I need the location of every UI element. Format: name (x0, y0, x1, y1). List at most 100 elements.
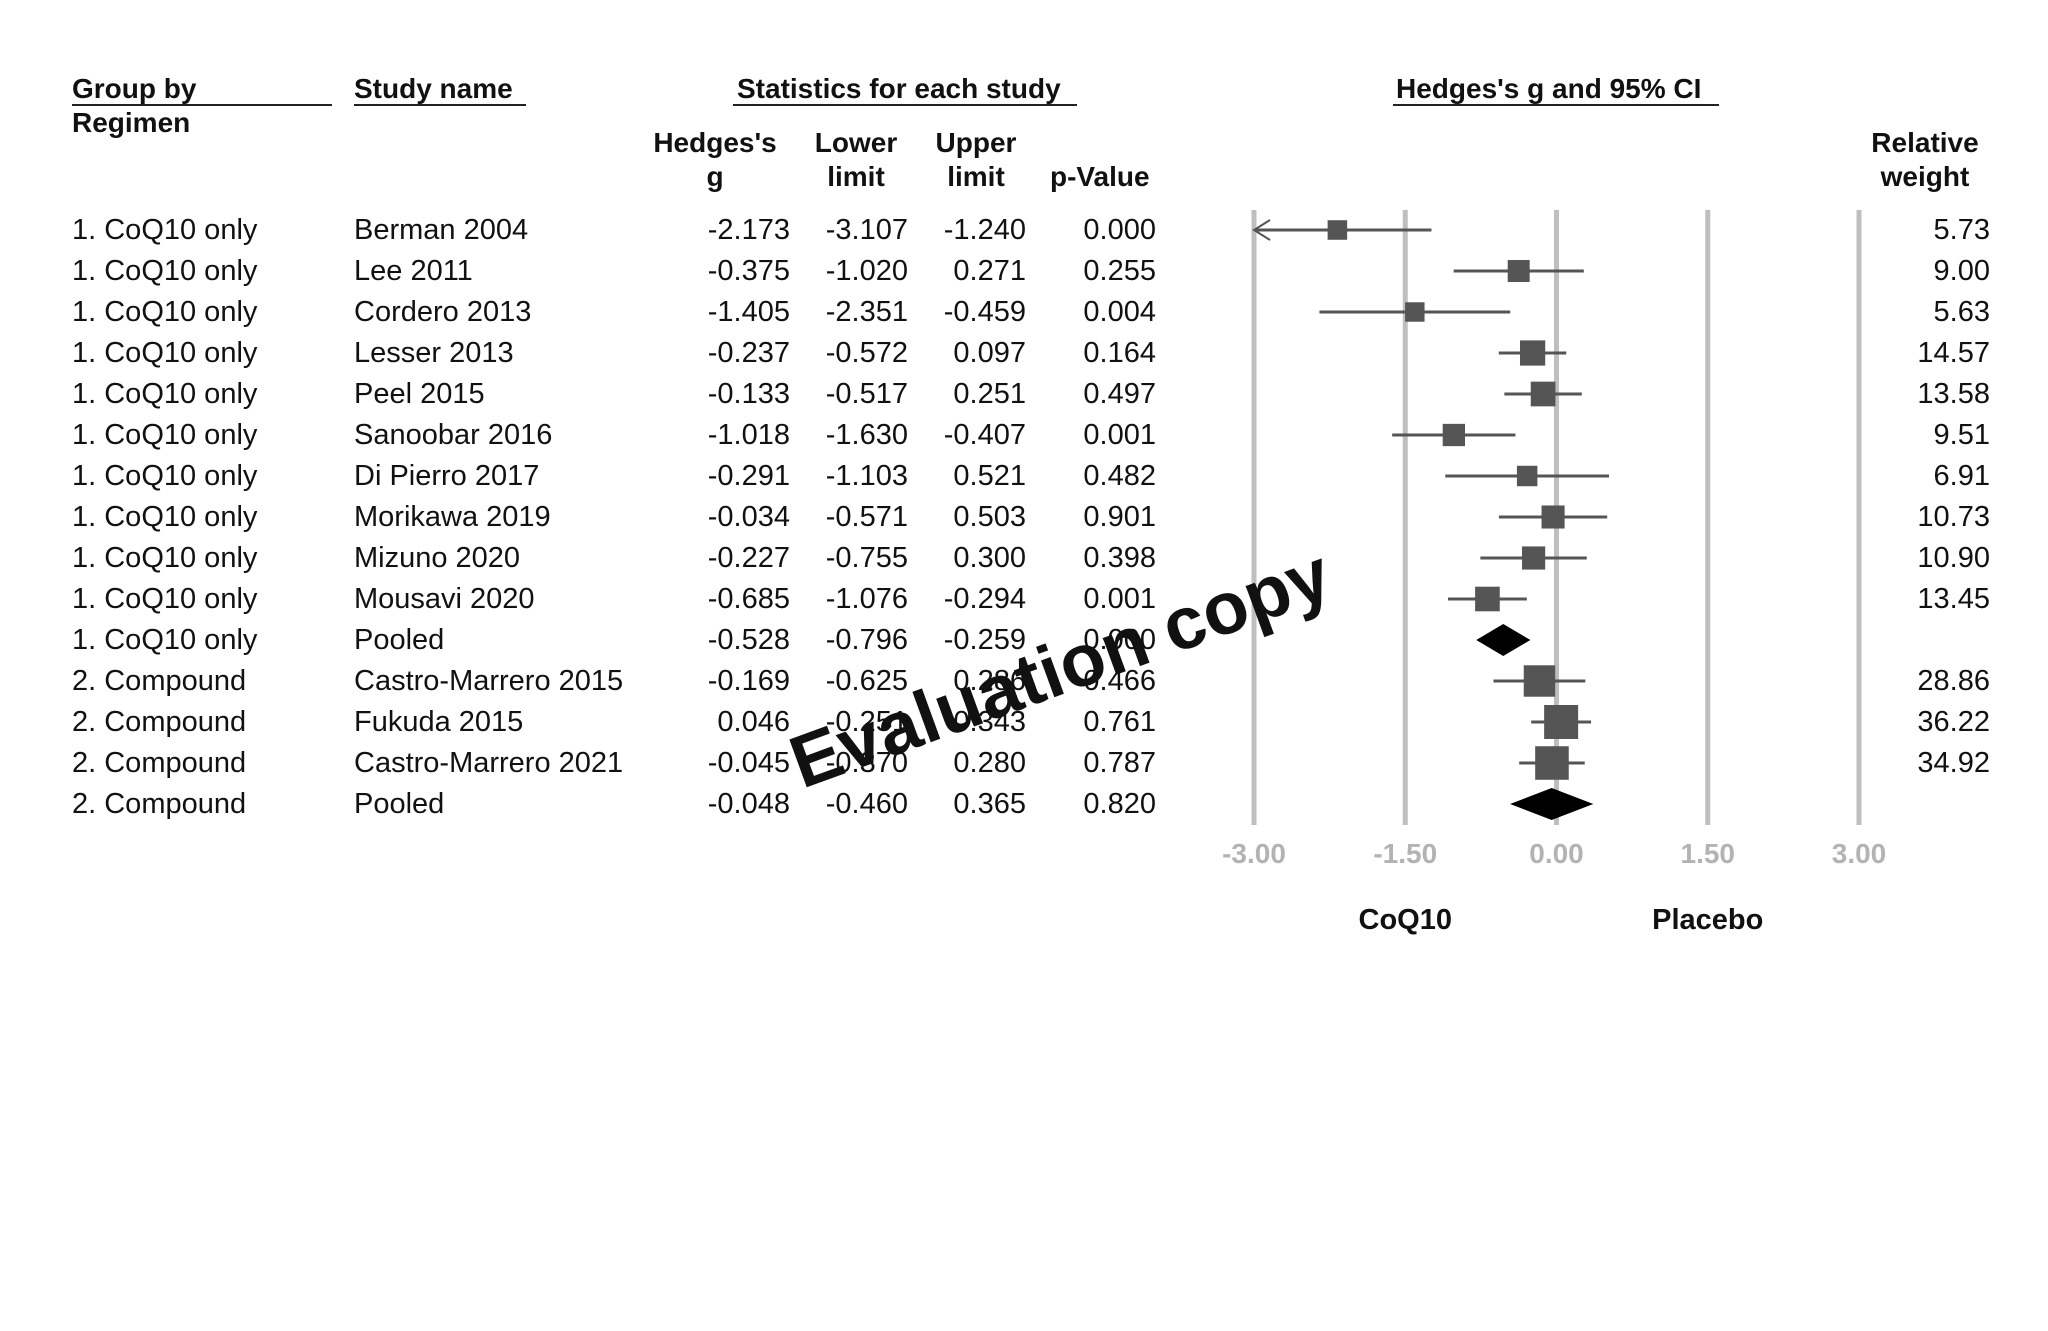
point-estimate-square (1523, 665, 1556, 697)
group-cell: 2. Compound (72, 747, 247, 779)
header-study-name: Study name (354, 73, 513, 104)
p-value-cell: 0.164 (1083, 337, 1156, 369)
study-name-cell: Mizuno 2020 (354, 542, 521, 574)
upper-limit-cell: 0.251 (953, 378, 1026, 410)
header-group-by: Group by (72, 73, 197, 104)
upper-limit-cell: 0.271 (953, 255, 1026, 287)
header-hedges-line1: Hedges's (653, 127, 777, 158)
hedges-g-cell: -0.375 (707, 255, 790, 287)
group-cell: 1. CoQ10 only (72, 624, 258, 656)
point-estimate-square (1522, 546, 1546, 570)
hedges-g-cell: -0.048 (707, 788, 790, 820)
group-cell: 1. CoQ10 only (72, 378, 258, 410)
relative-weight-cell: 10.90 (1917, 542, 1990, 574)
lower-limit-cell: -0.755 (825, 542, 908, 574)
hedges-g-cell: -0.237 (707, 337, 790, 369)
lower-limit-cell: -0.251 (825, 706, 908, 738)
upper-limit-cell: 0.503 (953, 501, 1026, 533)
study-name-cell: Di Pierro 2017 (354, 460, 540, 492)
x-tick-label: 0.00 (1529, 838, 1584, 869)
relative-weight-cell: 13.58 (1917, 378, 1990, 410)
header-upper-limit: Upper limit (920, 126, 1032, 194)
point-estimate-square (1507, 260, 1530, 282)
lower-limit-cell: -0.571 (825, 501, 908, 533)
header-hedges-line2: g (706, 161, 724, 192)
study-name-cell: Lesser 2013 (354, 337, 514, 369)
group-cell: 2. Compound (72, 665, 247, 697)
relative-weight-cell: 9.00 (1933, 255, 1990, 287)
header-weight-line1: Relative (1871, 127, 1979, 158)
lower-limit-cell: -0.625 (825, 665, 908, 697)
study-marker (1453, 260, 1584, 282)
point-estimate-square (1541, 505, 1565, 529)
point-estimate-square (1405, 302, 1425, 322)
pooled-diamond (1476, 624, 1531, 656)
p-value-cell: 0.820 (1083, 788, 1156, 820)
study-name-cell: Castro-Marrero 2015 (354, 665, 624, 697)
header-plot-title: Hedges's g and 95% CI (1396, 73, 1702, 104)
x-tick-label: 1.50 (1681, 838, 1736, 869)
header-plot-underline (1393, 104, 1719, 106)
p-value-cell: 0.000 (1083, 214, 1156, 246)
hedges-g-cell: -0.034 (707, 501, 790, 533)
study-name-cell: Cordero 2013 (354, 296, 532, 328)
upper-limit-cell: 0.365 (953, 788, 1026, 820)
study-marker (1480, 546, 1587, 570)
study-marker (1498, 505, 1608, 529)
group-cell: 1. CoQ10 only (72, 460, 258, 492)
header-group-underline (72, 104, 332, 106)
upper-limit-cell: 0.280 (953, 747, 1026, 779)
upper-limit-cell: -0.407 (943, 419, 1026, 451)
p-value-cell: 0.901 (1083, 501, 1156, 533)
hedges-g-cell: -0.528 (707, 624, 790, 656)
header-hedges-g: Hedges's g (640, 126, 790, 194)
header-p-value: p-Value (1050, 161, 1150, 192)
study-name-cell: Pooled (354, 624, 445, 656)
study-name-cell: Mousavi 2020 (354, 583, 535, 615)
point-estimate-square (1327, 220, 1348, 240)
group-cell: 1. CoQ10 only (72, 296, 258, 328)
header-upper-line2: limit (947, 161, 1005, 192)
study-name-cell: Peel 2015 (354, 378, 485, 410)
study-name-cell: Sanoobar 2016 (354, 419, 553, 451)
study-marker (1498, 340, 1567, 366)
lower-limit-cell: -1.020 (825, 255, 908, 287)
hedges-g-cell: -1.405 (707, 296, 790, 328)
point-estimate-square (1530, 381, 1556, 407)
favours-placebo-label: Placebo (1652, 904, 1763, 936)
p-value-cell: 0.398 (1083, 542, 1156, 574)
hedges-g-cell: -0.685 (707, 583, 790, 615)
hedges-g-cell: -0.291 (707, 460, 790, 492)
p-value-cell: 0.004 (1083, 296, 1156, 328)
header-lower-line1: Lower (814, 127, 898, 158)
study-marker (1445, 465, 1610, 487)
point-estimate-square (1516, 465, 1538, 487)
study-marker (1519, 746, 1585, 780)
x-tick-label: -3.00 (1222, 838, 1286, 869)
study-name-cell: Berman 2004 (354, 214, 529, 246)
header-lower-limit: Lower limit (800, 126, 912, 194)
upper-limit-cell: 0.286 (953, 665, 1026, 697)
p-value-cell: 0.466 (1083, 665, 1156, 697)
header-relative-weight: Relative weight (1860, 126, 1990, 194)
group-cell: 1. CoQ10 only (72, 542, 258, 574)
lower-limit-cell: -1.103 (825, 460, 908, 492)
lower-limit-cell: -0.460 (825, 788, 908, 820)
p-value-cell: 0.497 (1083, 378, 1156, 410)
lower-limit-cell: -0.370 (825, 747, 908, 779)
hedges-g-cell: 0.046 (717, 706, 790, 738)
lower-limit-cell: -0.572 (825, 337, 908, 369)
p-value-cell: 0.255 (1083, 255, 1156, 287)
favours-coq10-label: CoQ10 (1359, 904, 1452, 936)
point-estimate-square (1442, 423, 1466, 447)
group-cell: 2. Compound (72, 706, 247, 738)
group-cell: 1. CoQ10 only (72, 419, 258, 451)
relative-weight-cell: 5.73 (1933, 214, 1990, 246)
relative-weight-cell: 10.73 (1917, 501, 1990, 533)
x-tick-label: 3.00 (1832, 838, 1887, 869)
hedges-g-cell: -2.173 (707, 214, 790, 246)
pooled-diamond (1510, 788, 1594, 820)
header-lower-line2: limit (827, 161, 885, 192)
relative-weight-cell: 28.86 (1917, 665, 1990, 697)
upper-limit-cell: -0.294 (943, 583, 1026, 615)
